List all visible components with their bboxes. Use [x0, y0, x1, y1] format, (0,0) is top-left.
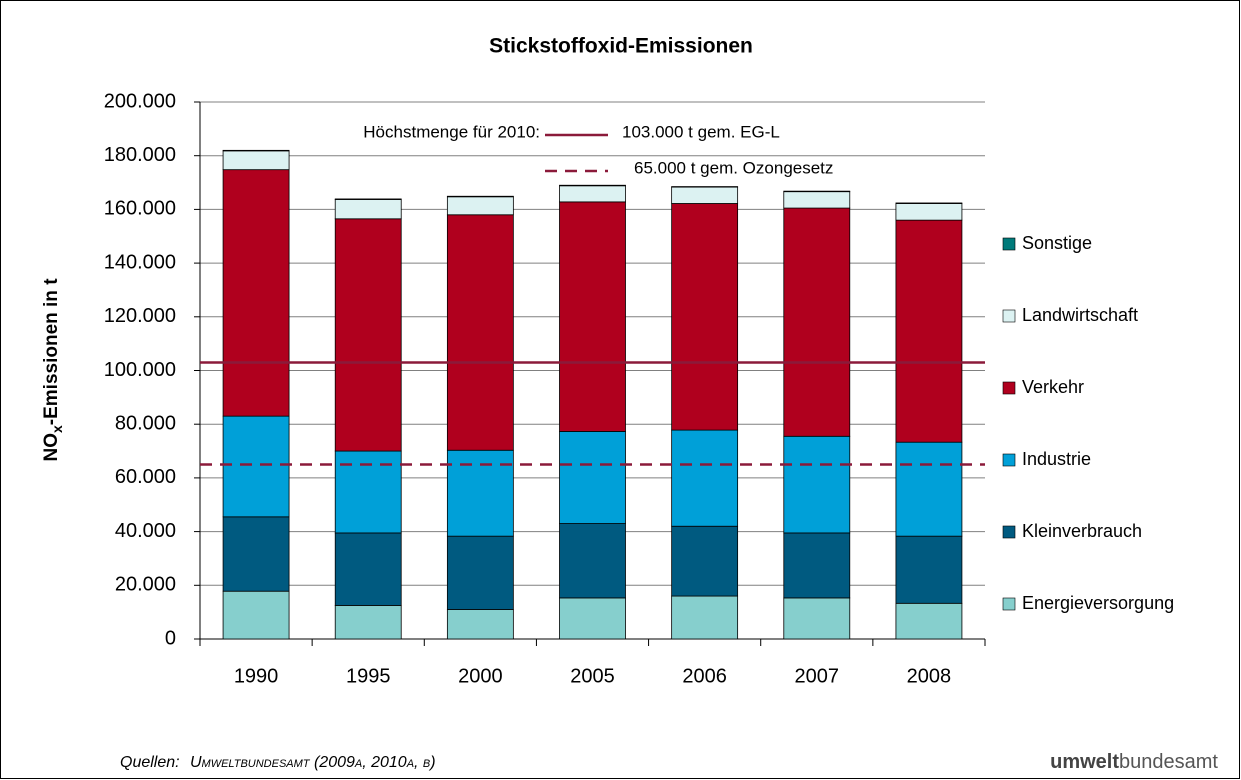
bar-segment	[783, 435, 851, 534]
bar-segment	[334, 605, 402, 640]
bar-segment	[334, 532, 402, 606]
legend-label: Verkehr	[1022, 377, 1084, 397]
y-tick-label: 40.000	[115, 520, 176, 542]
bar-segment	[559, 597, 626, 640]
x-tick-label: 2008	[907, 665, 952, 687]
legend-label: Sonstige	[1022, 233, 1092, 253]
reference-label: 103.000 t gem. EG-L	[622, 122, 780, 141]
bar-segment	[222, 415, 290, 518]
x-tick-label: 2007	[795, 665, 840, 687]
y-tick-label: 120.000	[104, 305, 176, 327]
legend-swatch	[1002, 381, 1016, 395]
bar-segment	[895, 602, 963, 640]
y-tick-label: 100.000	[104, 359, 176, 381]
legend-swatch	[1002, 525, 1016, 539]
bar-segment	[446, 196, 514, 216]
bar-segment	[783, 597, 851, 640]
bar-segment	[895, 203, 963, 221]
bar-segment	[559, 431, 626, 524]
bar-segment	[334, 218, 402, 452]
logo: umweltbundesamt	[1050, 751, 1218, 773]
y-tick-label: 60.000	[115, 466, 176, 488]
bar-segment	[222, 590, 290, 640]
reference-title: Höchstmenge für 2010:	[363, 122, 540, 141]
bar-segment	[334, 198, 402, 200]
y-axis-label: NOx-Emissionen in t	[41, 278, 65, 462]
bar-segment	[671, 525, 739, 597]
y-tick-label: 20.000	[115, 574, 176, 596]
bar-segment	[559, 184, 626, 187]
y-tick-label: 200.000	[104, 90, 176, 112]
legend-label: Energieversorgung	[1022, 593, 1174, 613]
bar-segment	[222, 516, 290, 592]
bar-segment	[559, 201, 626, 432]
bar-segment	[446, 449, 514, 537]
x-tick-label: 2005	[570, 665, 615, 687]
bar-segment	[446, 609, 514, 640]
bar-segment	[783, 207, 851, 437]
bar-segment	[559, 523, 626, 599]
legend-swatch	[1002, 237, 1016, 251]
legend-label: Kleinverbrauch	[1022, 521, 1142, 541]
bar-segment	[895, 441, 963, 537]
x-tick-label: 1990	[234, 665, 279, 687]
y-tick-label: 140.000	[104, 251, 176, 273]
source-text: Umweltbundesamt (2009a, 2010a, b)	[190, 754, 436, 771]
bar-segment	[222, 150, 290, 171]
legend-label: Industrie	[1022, 449, 1091, 469]
bar-segment	[895, 219, 963, 443]
bar-segment	[446, 535, 514, 610]
legend-swatch	[1002, 309, 1016, 323]
y-tick-label: 160.000	[104, 198, 176, 220]
source-prefix: Quellen:	[120, 754, 180, 771]
reference-label: 65.000 t gem. Ozongesetz	[634, 158, 833, 177]
y-tick-label: 80.000	[115, 412, 176, 434]
y-tick-label: 0	[165, 627, 176, 649]
bar-segment	[222, 149, 290, 152]
bar-segment	[671, 429, 739, 527]
bar-segment	[671, 186, 739, 188]
bar-segment	[446, 195, 514, 198]
bar-segment	[783, 190, 851, 193]
bar-segment	[446, 214, 514, 451]
bar-segment	[895, 202, 963, 204]
bar-segment	[222, 169, 290, 417]
bar-segment	[895, 535, 963, 604]
bar-segment	[671, 595, 739, 640]
bar-segment	[783, 191, 851, 209]
x-tick-label: 2000	[458, 665, 503, 687]
legend-swatch	[1002, 453, 1016, 467]
bar-segment	[783, 532, 851, 599]
bar-segment	[559, 185, 626, 203]
x-tick-label: 2006	[682, 665, 727, 687]
y-tick-label: 180.000	[104, 144, 176, 166]
legend-swatch	[1002, 597, 1016, 611]
bar-segment	[671, 186, 739, 204]
bar-segment	[671, 203, 739, 431]
x-tick-label: 1995	[346, 665, 391, 687]
legend-label: Landwirtschaft	[1022, 305, 1138, 325]
bar-segment	[334, 199, 402, 220]
chart-title: Stickstoffoxid-Emissionen	[489, 35, 753, 58]
